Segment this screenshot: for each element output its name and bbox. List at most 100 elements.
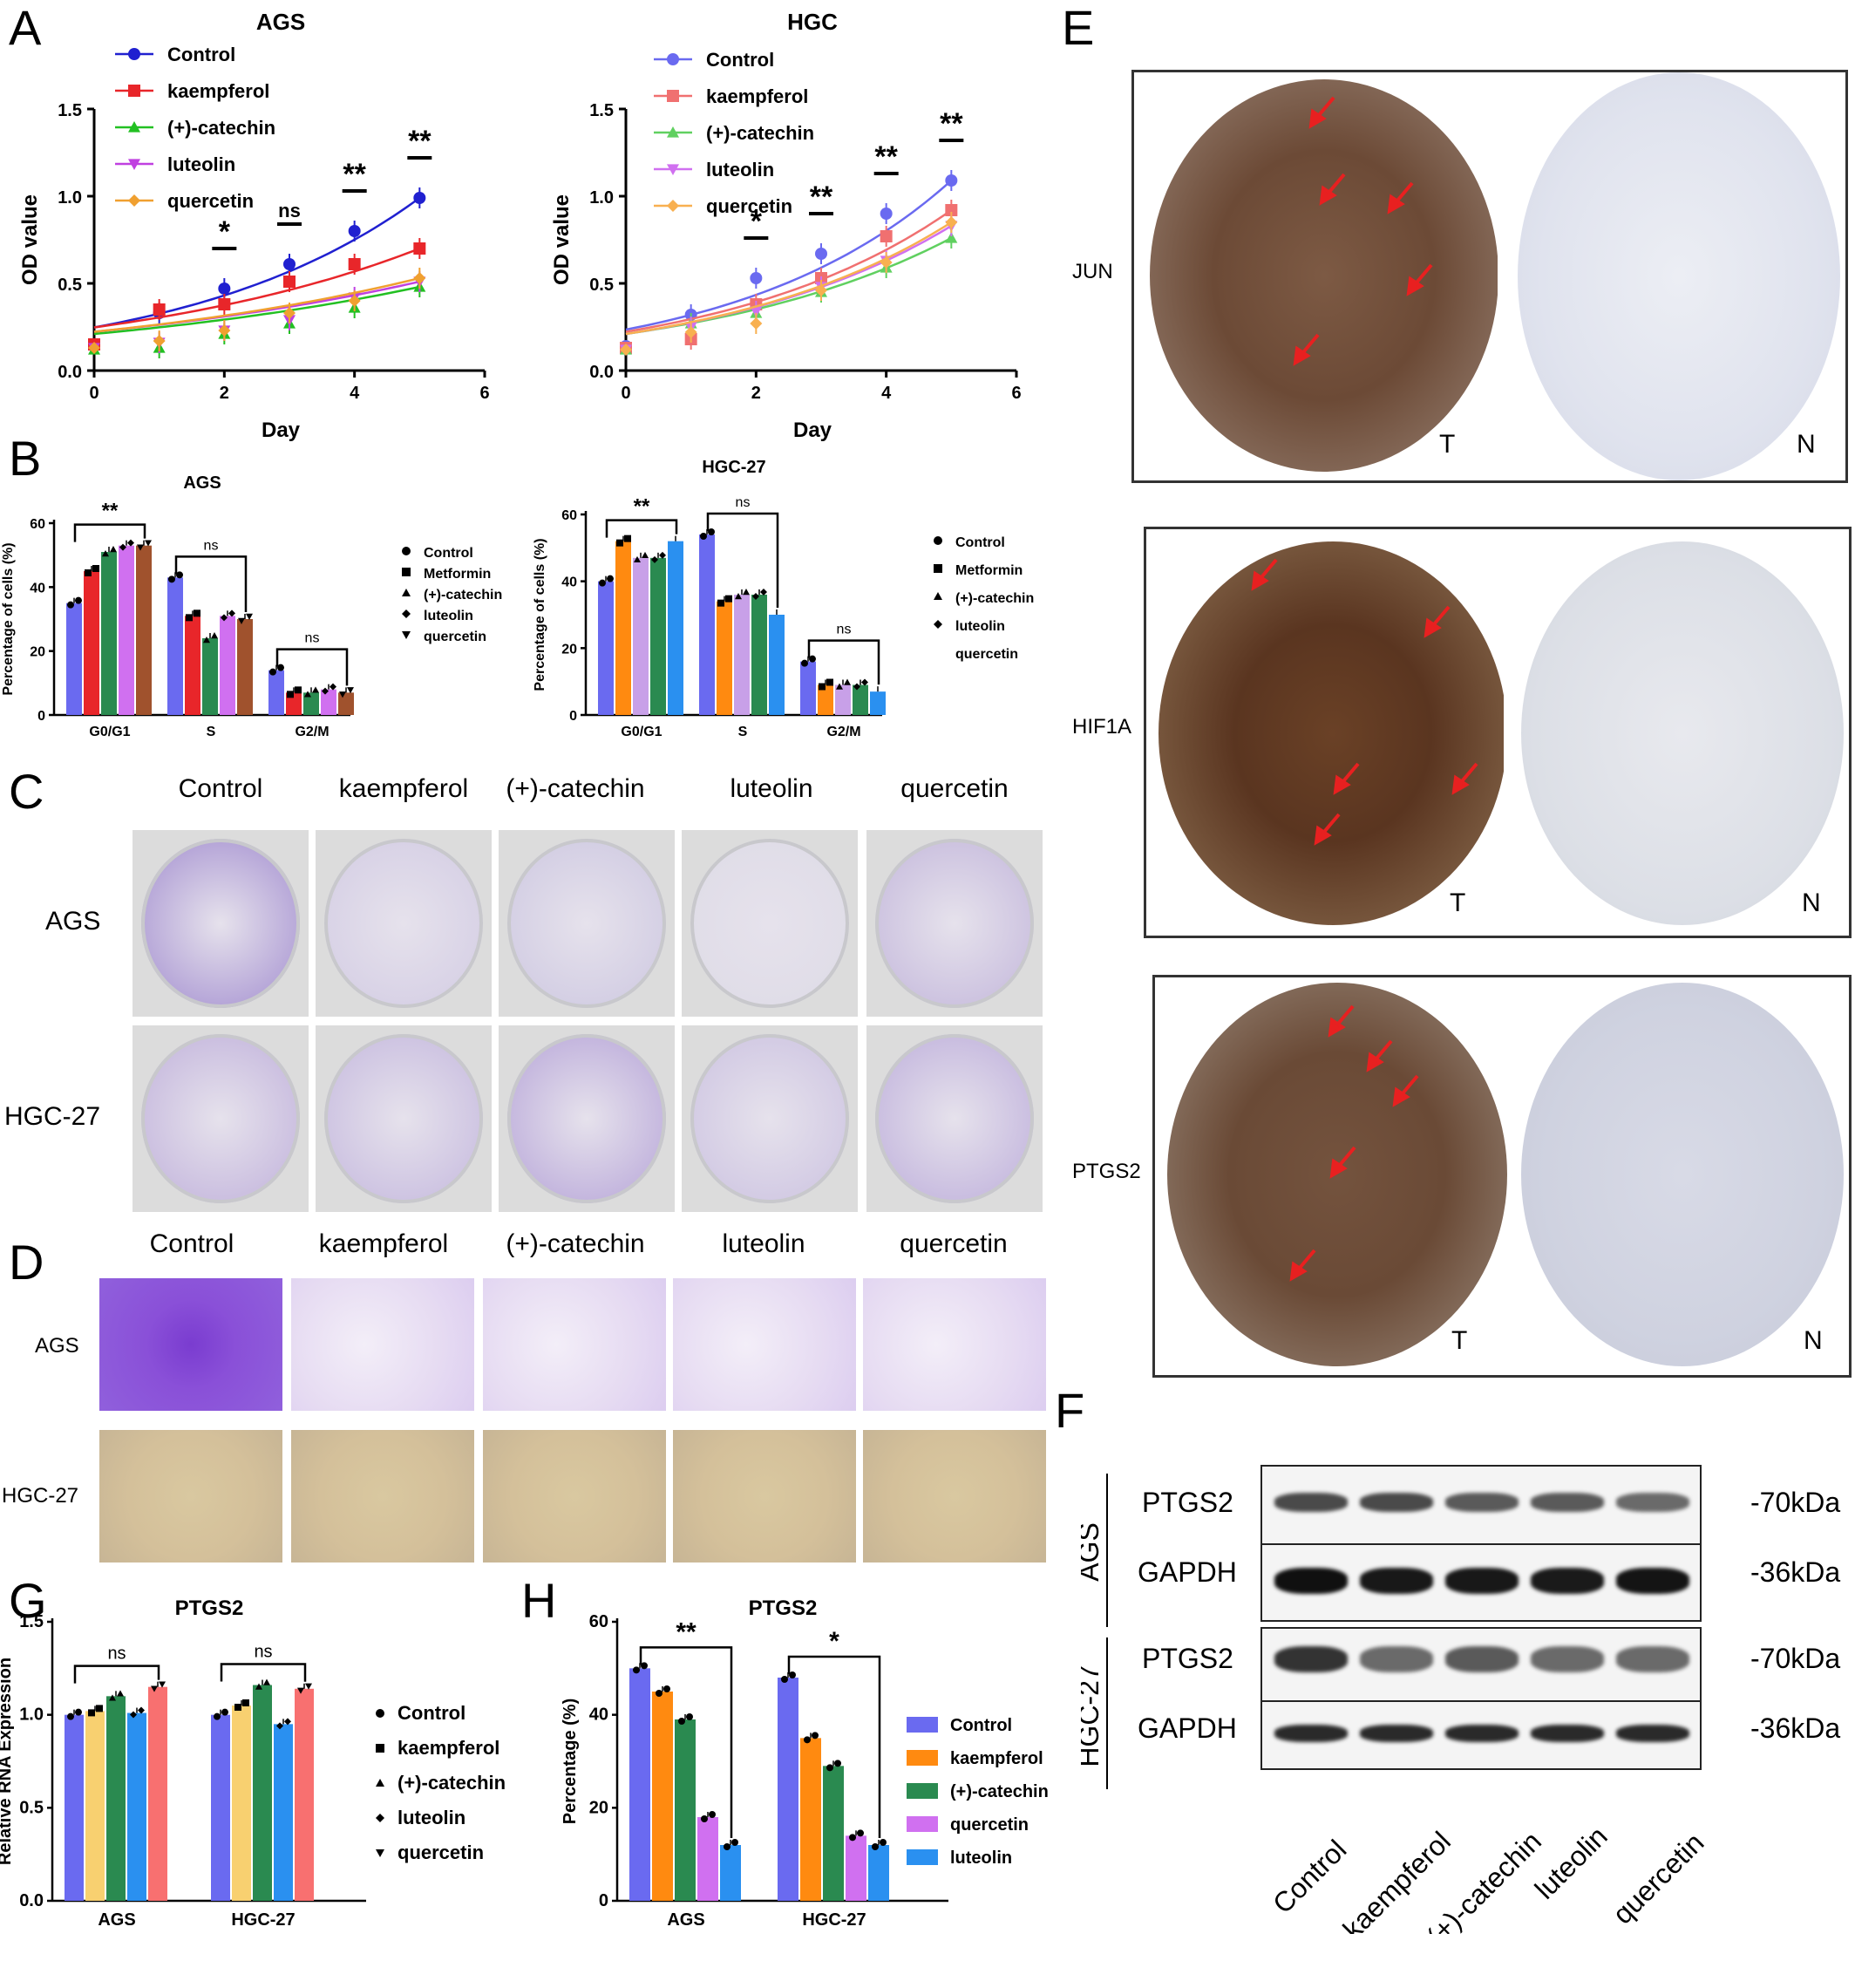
legend-marker: [128, 121, 140, 133]
replicate-point: [287, 691, 294, 698]
bar: [668, 541, 683, 715]
transwell-image: [99, 1278, 282, 1411]
bar: [338, 692, 354, 715]
ihc-tumor-core: [1159, 541, 1507, 925]
bar: [734, 595, 750, 715]
colony-dish: [316, 830, 492, 1017]
red-arrowhead: [1333, 774, 1351, 795]
replicate-point: [168, 575, 175, 583]
replicate-point: [159, 1681, 166, 1688]
red-arrowhead: [1451, 774, 1470, 795]
replicate-point: [826, 678, 833, 686]
legend-label: Control: [167, 44, 235, 65]
bar: [650, 557, 666, 715]
transwell-image: [673, 1430, 856, 1562]
y-tick-label: 0: [569, 709, 577, 724]
y-tick-label: 0.0: [19, 1891, 44, 1910]
ihc-tumor-label: T: [1451, 1326, 1468, 1355]
legend-label: quercetin: [706, 195, 792, 217]
legend-label: kaempferol: [167, 80, 269, 102]
red-arrowhead: [1406, 276, 1424, 296]
chart-title: HGC: [787, 9, 838, 35]
y-axis-label: Percentage of cells (%): [533, 538, 547, 691]
sig-bracket: [220, 1663, 307, 1682]
panel-e-row-ptgs2: PTGS2: [1072, 1160, 1141, 1183]
ihc-box-hif1a: T N: [1144, 527, 1852, 938]
chart-title: PTGS2: [749, 1597, 818, 1620]
replicate-point: [234, 1704, 241, 1711]
sig-label: **: [940, 107, 963, 140]
legend-label: Metformin: [955, 563, 1023, 578]
legend-swatch: [907, 1849, 938, 1865]
replicate-point: [616, 539, 623, 547]
dish-well: [690, 1034, 849, 1203]
replicate-point: [651, 555, 658, 563]
replicate-point: [92, 565, 99, 572]
colony-dish: [866, 830, 1043, 1017]
category-label: S: [738, 725, 748, 739]
y-tick-label: 20: [561, 642, 577, 657]
sig-bracket: [807, 639, 880, 685]
bar: [652, 1692, 673, 1901]
panel-c-col-catechin: (+)-catechin: [506, 774, 645, 803]
replicate-point: [145, 540, 152, 547]
sig-label: **: [634, 495, 650, 519]
wb-size-36-ags: -36kDa: [1750, 1556, 1841, 1588]
legend-label: quercetin: [955, 647, 1018, 662]
red-arrowhead: [1251, 570, 1269, 591]
bar: [675, 1719, 696, 1901]
bar: [769, 615, 785, 715]
replicate-point: [312, 686, 319, 693]
dish-well: [324, 1034, 483, 1203]
wb-band: [1531, 1568, 1604, 1594]
legend-label: kaempferol: [950, 1749, 1043, 1768]
y-tick-label: 0.5: [58, 276, 82, 295]
bar: [818, 684, 833, 715]
y-axis-label: OD value: [18, 194, 42, 285]
replicate-point: [110, 546, 117, 553]
replicate-point: [127, 539, 134, 547]
ihc-divider: [1498, 72, 1503, 480]
category-label: G0/G1: [89, 725, 130, 739]
bar: [697, 1817, 718, 1901]
x-tick-label: 4: [350, 384, 360, 403]
dish-well: [324, 839, 483, 1008]
panel-c-col-control: Control: [178, 774, 263, 803]
panel-c-col-quercetin: quercetin: [900, 774, 1009, 803]
chart-title: PTGS2: [175, 1597, 244, 1620]
replicate-point: [634, 555, 641, 563]
replicate-point: [656, 1690, 662, 1697]
bar: [800, 1738, 821, 1901]
wb-band: [1360, 1568, 1433, 1594]
legend-marker: [402, 609, 411, 618]
replicate-point: [284, 1718, 291, 1726]
legend-marker: [402, 568, 411, 576]
legend-marker: [667, 126, 679, 138]
bar: [119, 545, 134, 715]
y-tick-label: 20: [30, 645, 45, 660]
sig-label: ns: [278, 200, 301, 221]
ihc-divider: [1504, 529, 1509, 936]
bar: [220, 616, 235, 715]
replicate-point: [872, 1843, 879, 1850]
bar: [274, 1724, 293, 1901]
panel-c-row-hgc27: HGC-27: [4, 1102, 101, 1131]
transwell-image: [863, 1430, 1046, 1562]
replicate-point: [857, 1829, 864, 1837]
ihc-normal-core: [1518, 72, 1840, 480]
transwell-image: [483, 1430, 666, 1562]
replicate-point: [724, 1843, 730, 1850]
replicate-point: [138, 1706, 145, 1714]
replicate-point: [686, 1713, 693, 1720]
sig-label: **: [343, 158, 366, 191]
y-tick-label: 1.5: [589, 101, 614, 120]
fit-line: [625, 221, 952, 336]
bar: [778, 1678, 798, 1901]
wb-band: [1531, 1493, 1604, 1512]
legend-label: (+)-catechin: [955, 591, 1034, 606]
replicate-point: [277, 664, 284, 671]
replicate-point: [214, 1712, 221, 1720]
bar: [127, 1712, 146, 1901]
legend-marker: [934, 536, 942, 545]
bar: [237, 619, 253, 715]
